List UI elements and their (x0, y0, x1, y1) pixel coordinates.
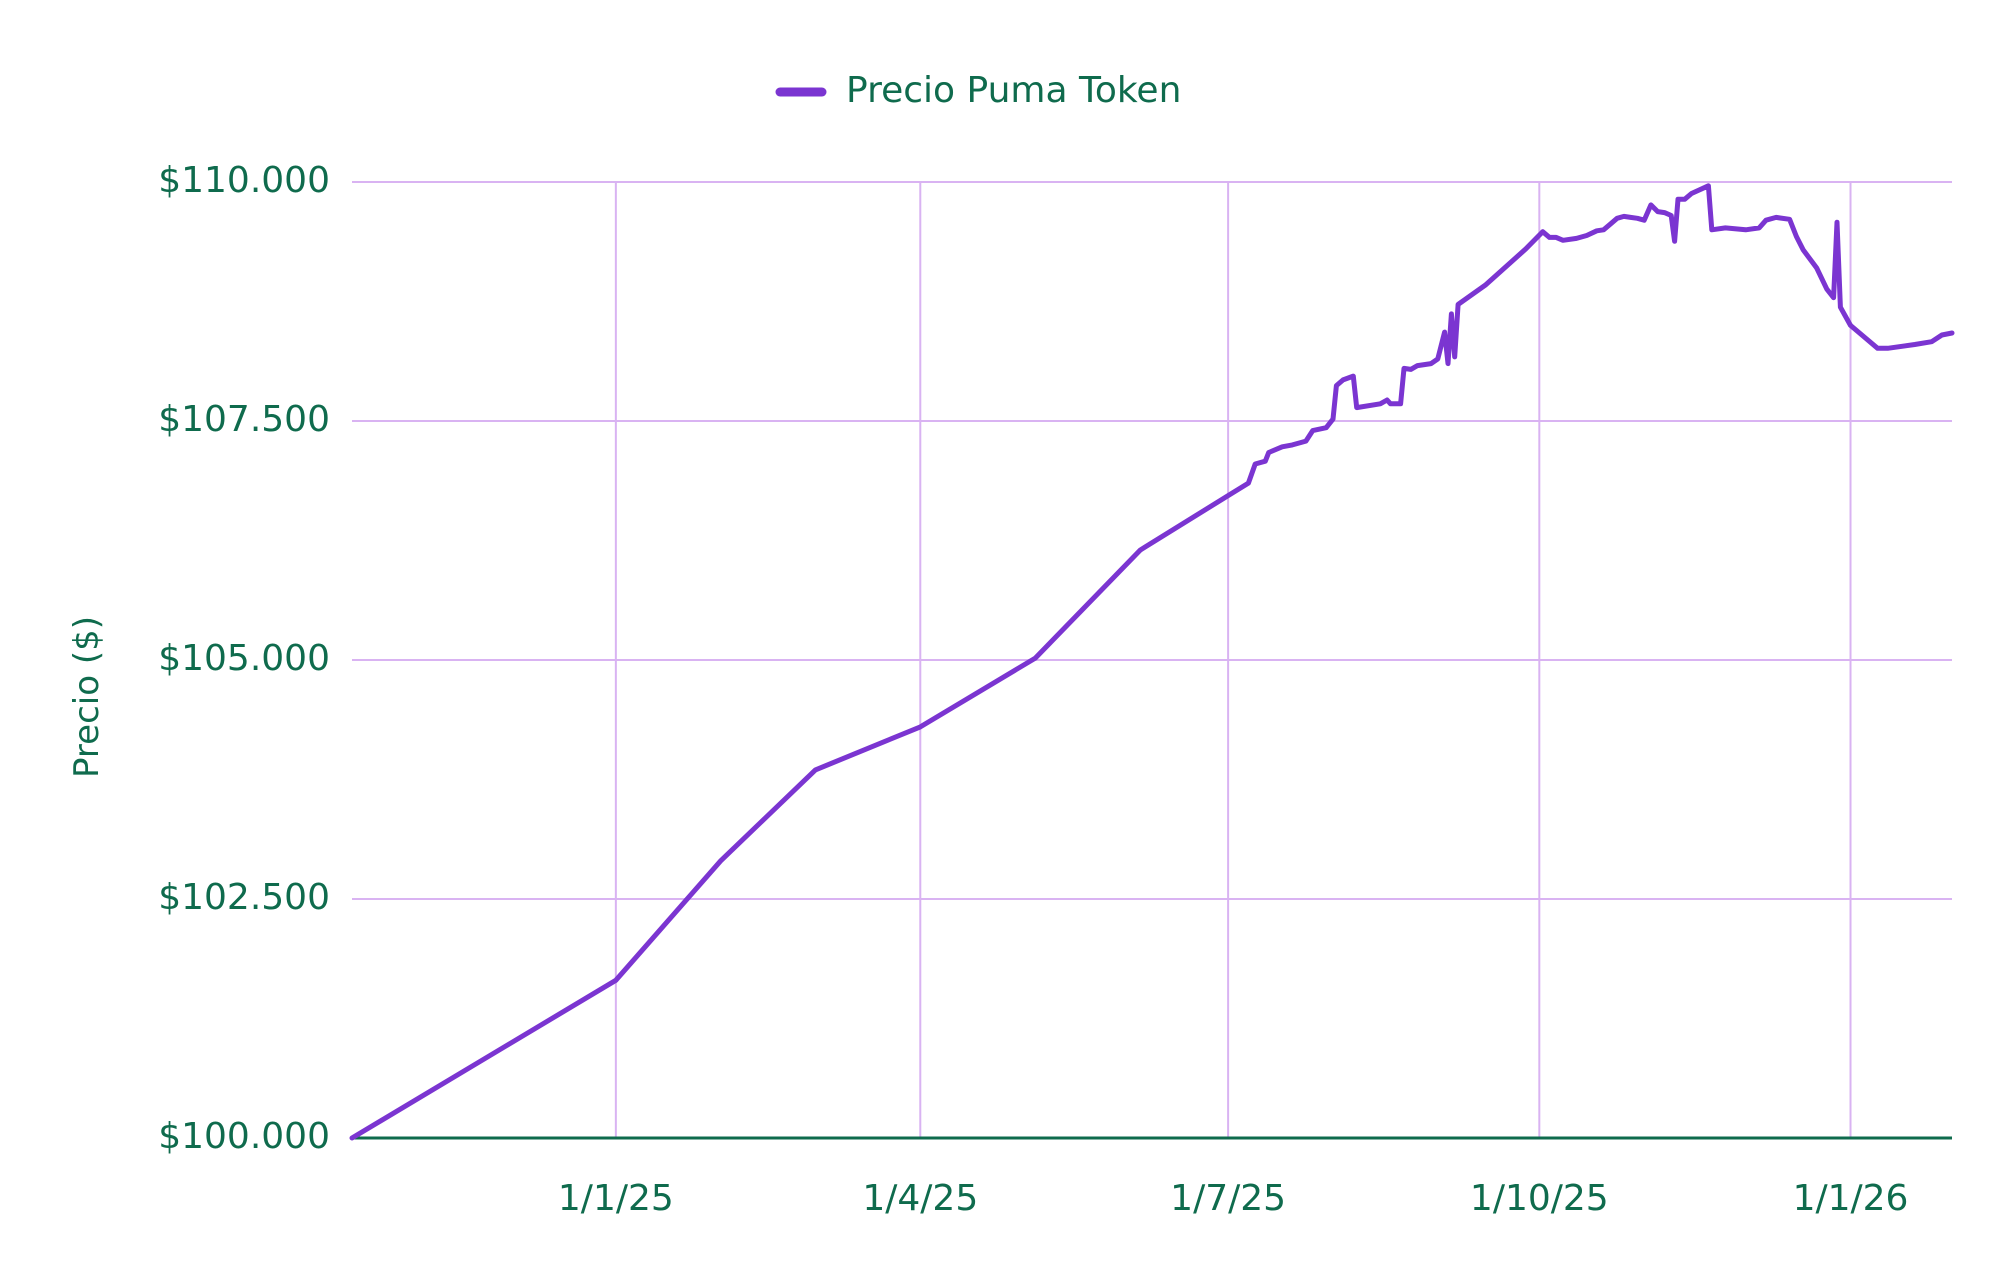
y-tick-label: $105.000 (158, 638, 330, 679)
x-tick-label: 1/1/25 (558, 1178, 674, 1219)
y-tick-label: $100.000 (158, 1116, 330, 1157)
x-tick-label: 1/10/25 (1470, 1178, 1609, 1219)
y-axis-title: Precio ($) (67, 616, 107, 778)
x-tick-label: 1/4/25 (862, 1178, 978, 1219)
legend-label: Precio Puma Token (846, 70, 1181, 111)
legend: Precio Puma Token (775, 70, 1181, 111)
y-tick-label: $107.500 (158, 399, 330, 440)
series-layer (349, 183, 1955, 1141)
axis-layer: $100.000 $102.500 $105.000 $107.500 $110.000… (158, 160, 1952, 1219)
series-line-precio-puma-token (349, 183, 1955, 1141)
x-tick-label: 1/7/25 (1170, 1178, 1286, 1219)
x-tick-label: 1/1/26 (1793, 1178, 1909, 1219)
y-tick-label: $110.000 (158, 160, 330, 201)
y-tick-label: $102.500 (158, 877, 330, 918)
grid-layer (352, 181, 1952, 1138)
